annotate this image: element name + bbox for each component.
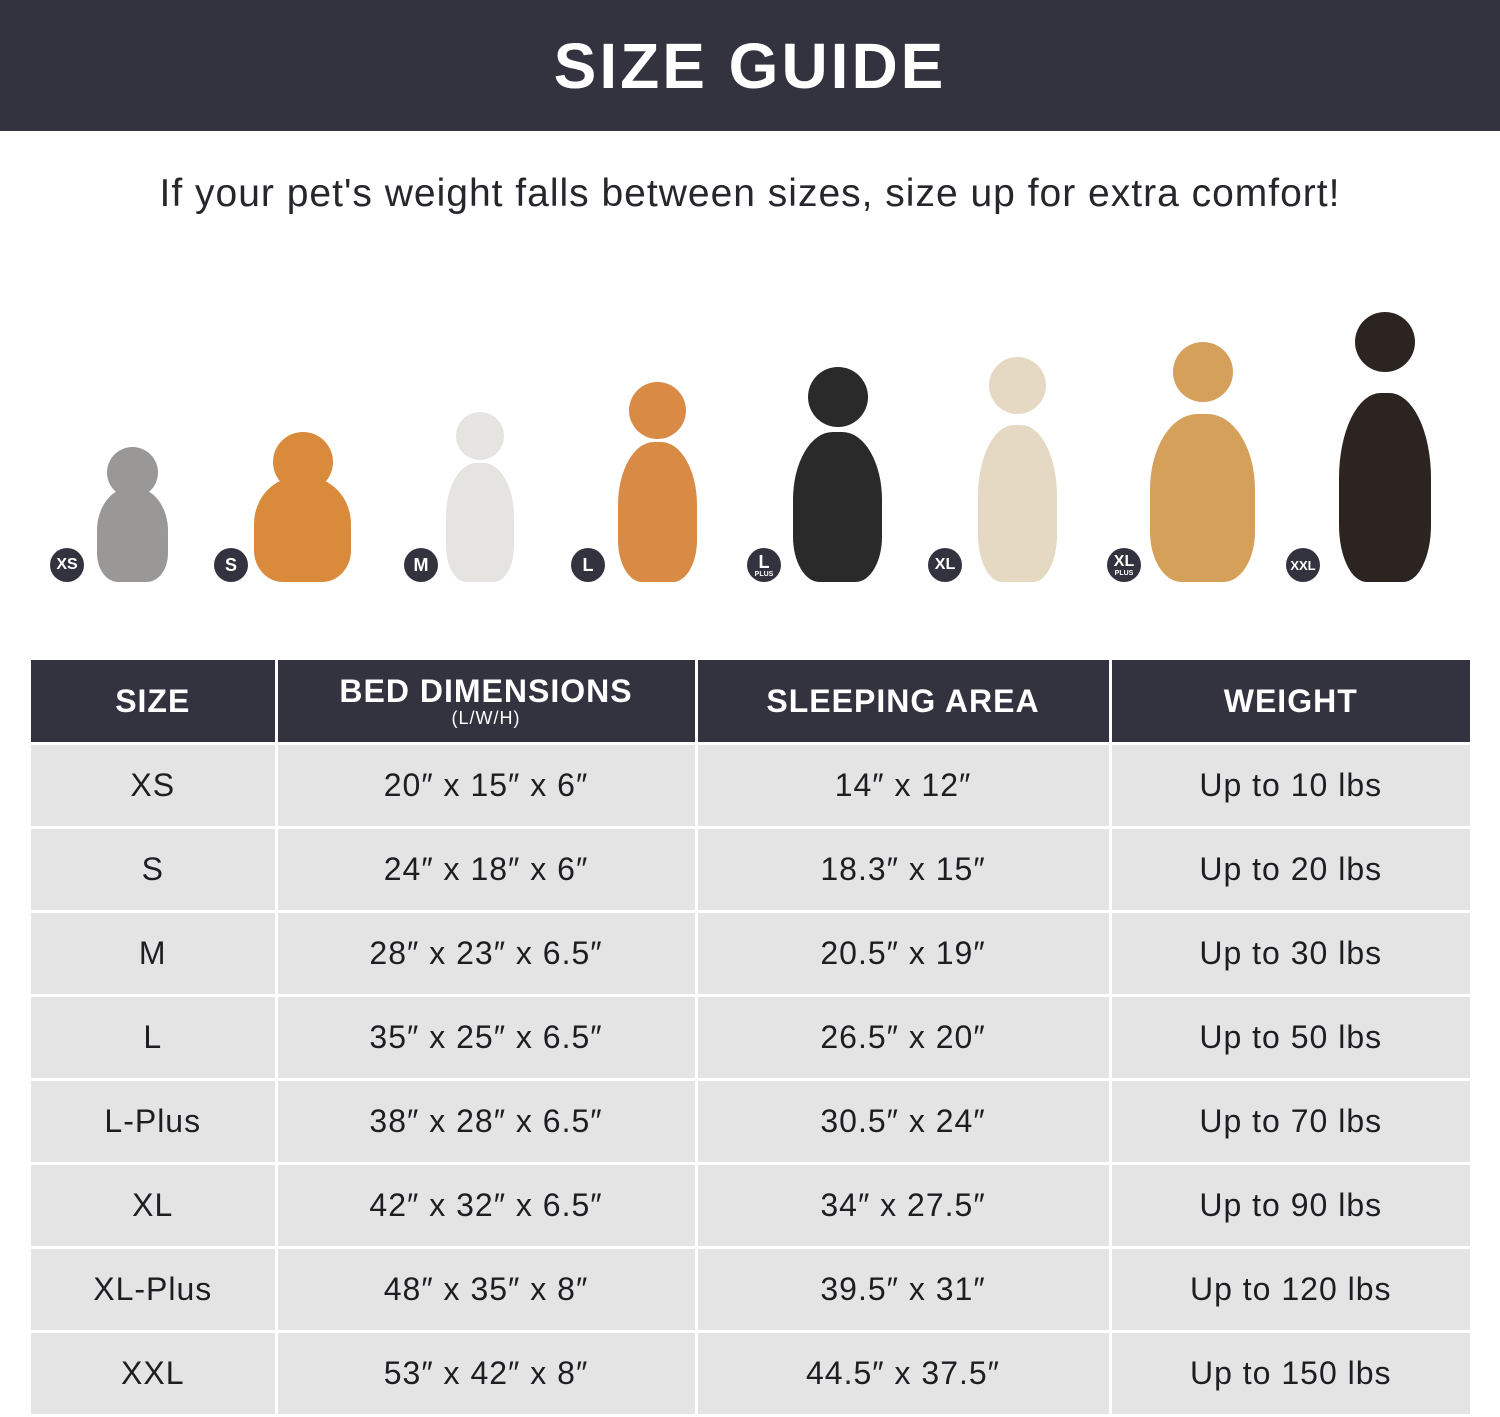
bed-dimensions-sublabel: (L/W/H) <box>451 707 521 728</box>
table-row: XS 20″ x 15″ x 6″ 14″ x 12″ Up to 10 lbs <box>31 741 1470 829</box>
size-badge: L <box>571 548 605 582</box>
table-row: M 28″ x 23″ x 6.5″ 20.5″ x 19″ Up to 30 lbs <box>31 909 1470 997</box>
header-bed-dimensions: BED DIMENSIONS (L/W/H) <box>274 660 698 745</box>
table-row: L-Plus 38″ x 28″ x 6.5″ 30.5″ x 24″ Up to 7… <box>31 1077 1470 1165</box>
pet-photo-shiba-inu <box>610 382 705 582</box>
size-badge-label: XL <box>934 556 956 573</box>
header-sleeping-area: SLEEPING AREA <box>694 660 1112 745</box>
cell-bed-dimensions: 42″ x 32″ x 6.5″ <box>274 1161 698 1249</box>
cell-sleeping-area: 30.5″ x 24″ <box>694 1077 1112 1165</box>
size-badge: L PLUS <box>747 548 781 582</box>
cell-sleeping-area: 34″ x 27.5″ <box>694 1161 1112 1249</box>
size-badge-sublabel: PLUS <box>1114 569 1134 577</box>
cell-weight: Up to 150 lbs <box>1108 1329 1470 1417</box>
title-banner: SIZE GUIDE <box>0 0 1500 131</box>
table-row: XL-Plus 48″ x 35″ x 8″ 39.5″ x 31″ Up to 12… <box>31 1245 1470 1333</box>
bed-dimensions-label: BED DIMENSIONS <box>339 672 633 709</box>
pet-body <box>1338 393 1432 582</box>
pet-head <box>272 432 333 492</box>
cell-size: M <box>31 909 278 997</box>
size-badge: XL PLUS <box>1107 548 1141 582</box>
cell-sleeping-area: 20.5″ x 19″ <box>694 909 1112 997</box>
sizing-tip: If your pet's weight falls between sizes… <box>159 172 1341 215</box>
pet-head <box>1172 342 1233 402</box>
cell-sleeping-area: 26.5″ x 20″ <box>694 993 1112 1081</box>
table-row: S 24″ x 18″ x 6″ 18.3″ x 15″ Up to 20 lbs <box>31 825 1470 913</box>
pet-photo-golden-retriever <box>1140 342 1265 582</box>
size-badge-sublabel: PLUS <box>754 570 774 578</box>
pet-body <box>254 477 351 582</box>
size-badge: XL <box>928 548 962 582</box>
pet-body <box>1150 414 1255 582</box>
header-size: SIZE <box>31 660 278 745</box>
cell-size: XS <box>31 741 278 829</box>
pet-size-lineup: XS S M L L PLUS XL XL PLUS XXL <box>0 300 1500 600</box>
page-title: SIZE GUIDE <box>553 29 947 102</box>
cell-weight: Up to 90 lbs <box>1108 1161 1470 1249</box>
size-badge-label: XXL <box>1290 557 1316 573</box>
table-row: XL 42″ x 32″ x 6.5″ 34″ x 27.5″ Up to 90 lb… <box>31 1161 1470 1249</box>
size-badge: M <box>404 548 438 582</box>
pet-photo-labrador <box>970 357 1065 582</box>
cell-size: XL-Plus <box>31 1245 278 1333</box>
header-weight: WEIGHT <box>1108 660 1470 745</box>
cell-weight: Up to 50 lbs <box>1108 993 1470 1081</box>
pet-head <box>1355 312 1415 372</box>
pet-body <box>446 463 514 582</box>
cell-weight: Up to 20 lbs <box>1108 825 1470 913</box>
pet-body <box>793 431 882 582</box>
cell-size: S <box>31 825 278 913</box>
cell-sleeping-area: 39.5″ x 31″ <box>694 1245 1112 1333</box>
cell-weight: Up to 30 lbs <box>1108 909 1470 997</box>
size-badge-label: L <box>582 555 594 575</box>
cell-bed-dimensions: 35″ x 25″ x 6.5″ <box>274 993 698 1081</box>
size-badge: XXL <box>1286 548 1320 582</box>
size-badge-label: L <box>758 551 770 572</box>
pet-head <box>989 357 1046 414</box>
pet-head <box>629 382 686 439</box>
pet-photo-doberman <box>1330 312 1440 582</box>
size-badge-label: S <box>224 555 237 575</box>
cell-size: L <box>31 993 278 1081</box>
cell-sleeping-area: 44.5″ x 37.5″ <box>694 1329 1112 1417</box>
size-badge: XS <box>50 548 84 582</box>
pet-photo-border-collie <box>785 367 890 582</box>
cell-weight: Up to 120 lbs <box>1108 1245 1470 1333</box>
size-table: SIZE BED DIMENSIONS (L/W/H) SLEEPING AREA… <box>31 660 1470 1417</box>
cell-weight: Up to 70 lbs <box>1108 1077 1470 1165</box>
pet-head <box>807 367 868 427</box>
cell-bed-dimensions: 38″ x 28″ x 6.5″ <box>274 1077 698 1165</box>
pet-photo-french-bulldog <box>440 412 520 582</box>
pet-photo-gray-cat <box>90 447 175 582</box>
pet-head <box>107 447 158 498</box>
cell-sleeping-area: 18.3″ x 15″ <box>694 825 1112 913</box>
pet-body <box>617 442 698 582</box>
cell-bed-dimensions: 28″ x 23″ x 6.5″ <box>274 909 698 997</box>
cell-size: XL <box>31 1161 278 1249</box>
cell-bed-dimensions: 48″ x 35″ x 8″ <box>274 1245 698 1333</box>
size-badge: S <box>214 548 248 582</box>
cell-bed-dimensions: 24″ x 18″ x 6″ <box>274 825 698 913</box>
size-badge-label: XS <box>56 556 78 573</box>
pet-body <box>977 424 1058 582</box>
size-badge-label: XL <box>1113 552 1135 570</box>
cell-weight: Up to 10 lbs <box>1108 741 1470 829</box>
table-header-row: SIZE BED DIMENSIONS (L/W/H) SLEEPING AREA… <box>31 660 1470 745</box>
pet-photo-pomeranian <box>245 432 360 582</box>
pet-head <box>456 412 504 460</box>
table-row: L 35″ x 25″ x 6.5″ 26.5″ x 20″ Up to 50 lbs <box>31 993 1470 1081</box>
pet-body <box>96 487 169 582</box>
cell-size: L-Plus <box>31 1077 278 1165</box>
cell-bed-dimensions: 53″ x 42″ x 8″ <box>274 1329 698 1417</box>
cell-bed-dimensions: 20″ x 15″ x 6″ <box>274 741 698 829</box>
cell-sleeping-area: 14″ x 12″ <box>694 741 1112 829</box>
cell-size: XXL <box>31 1329 278 1417</box>
table-row: XXL 53″ x 42″ x 8″ 44.5″ x 37.5″ Up to 150 … <box>31 1329 1470 1417</box>
size-badge-label: M <box>413 555 429 575</box>
